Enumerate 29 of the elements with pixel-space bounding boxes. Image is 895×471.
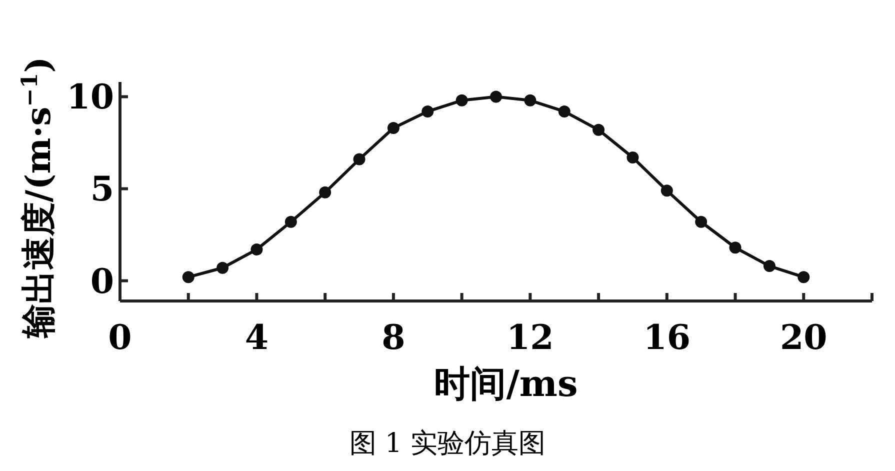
point [660,184,673,197]
point [626,151,639,164]
point [250,243,263,256]
point [353,153,366,166]
point [763,260,776,272]
y-tick-label: 5 [90,170,114,210]
point [558,105,570,118]
point [387,122,400,134]
point [592,124,605,136]
caption: 图 1 实验仿真图 [349,428,546,459]
x-tick-label: 16 [643,318,691,358]
point [182,271,194,284]
point [798,271,810,284]
point [695,216,708,228]
x-tick-label: 4 [244,318,269,358]
point [524,94,536,106]
y-tick-label: 10 [66,78,114,118]
point [729,242,742,254]
point [319,186,332,198]
x-axis-title: 时间/ms [434,363,578,405]
y-tick-label: 0 [90,262,114,302]
point [490,90,502,103]
point [422,105,434,118]
point [216,262,229,274]
x-tick-label: 20 [780,318,828,358]
x-tick-label: 8 [382,318,406,358]
point [456,94,468,106]
point [284,216,297,228]
x-tick-label: 12 [506,318,554,358]
